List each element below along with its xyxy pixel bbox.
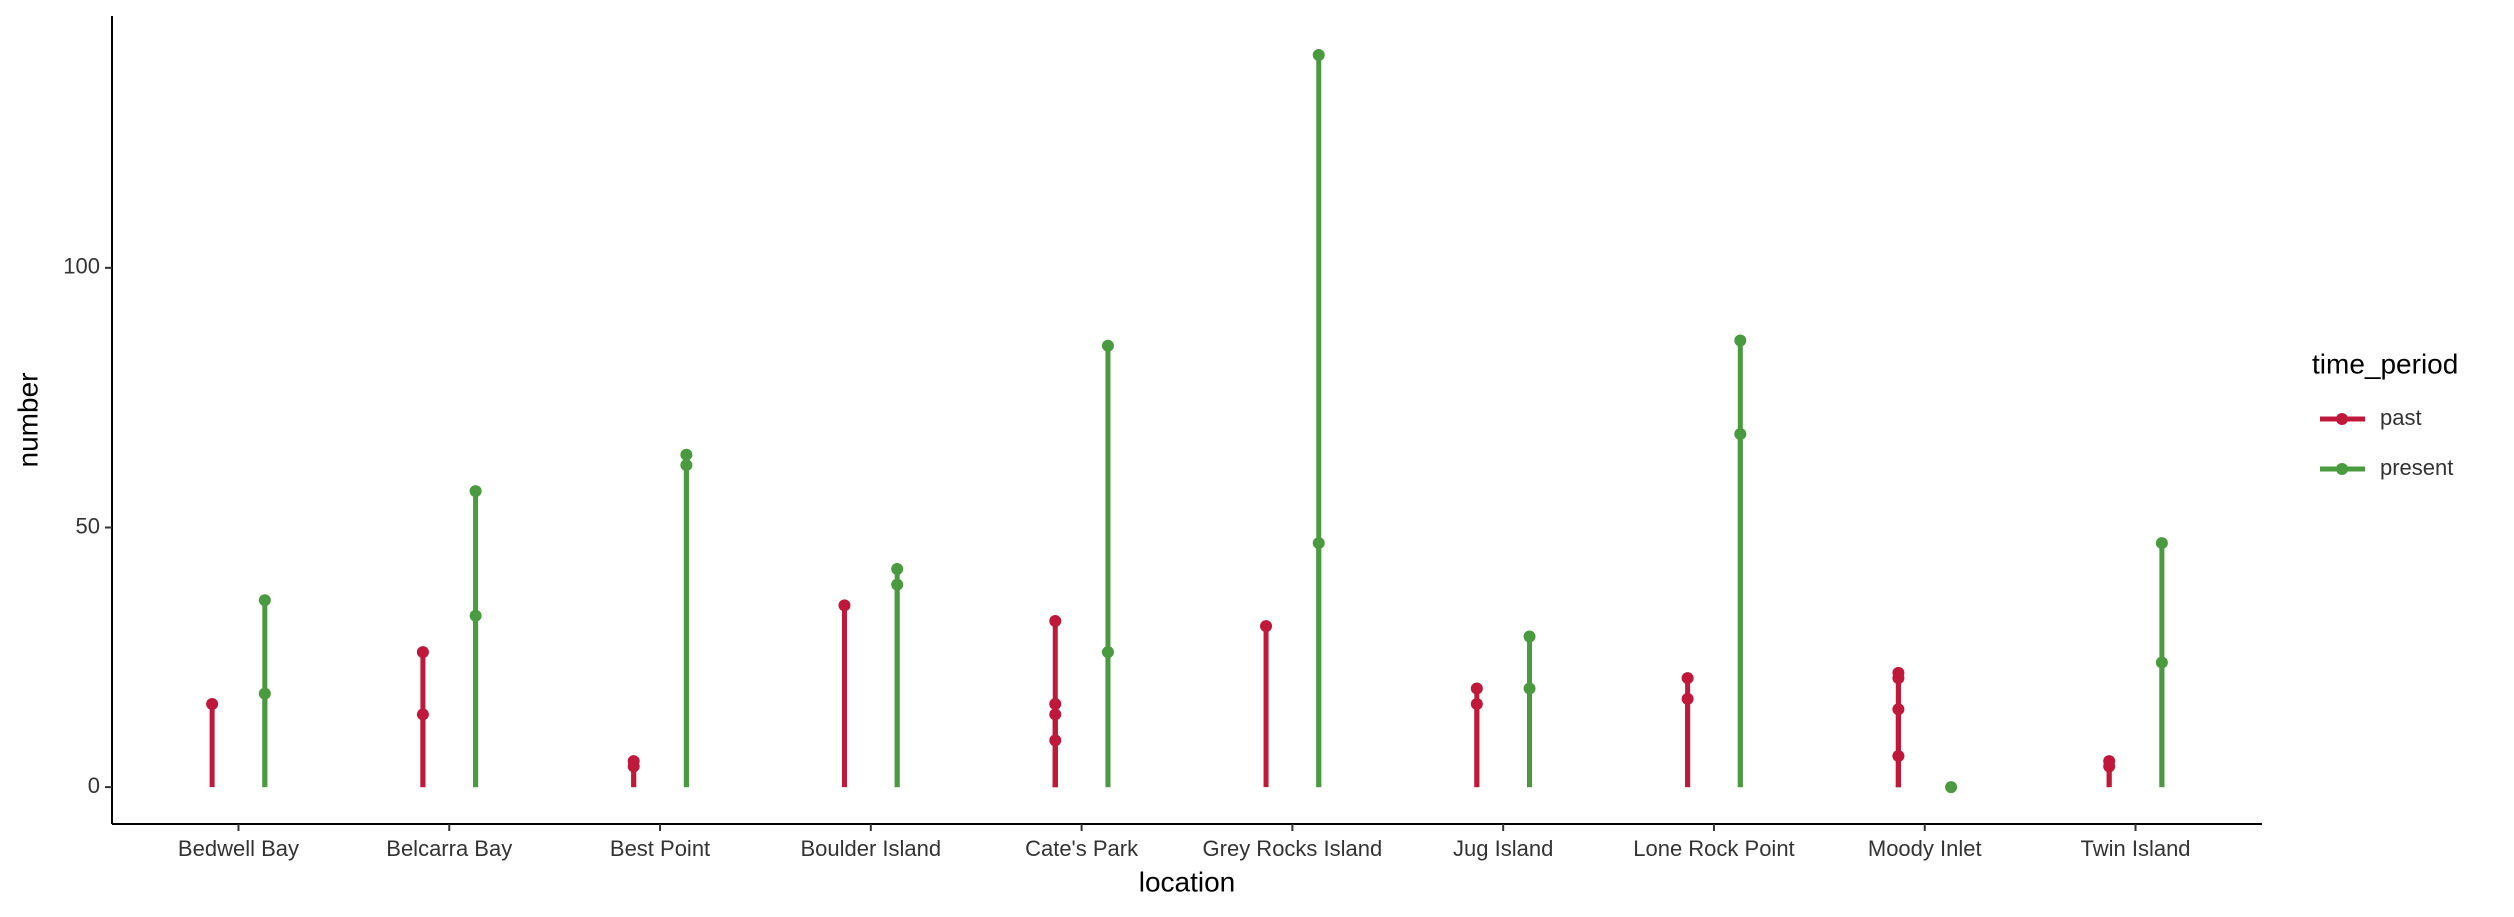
point	[838, 599, 851, 612]
point	[891, 578, 904, 591]
point	[416, 708, 429, 721]
x-tick-label: Belcarra Bay	[386, 836, 512, 861]
point	[1049, 708, 1062, 721]
point	[680, 459, 693, 472]
legend-title: time_period	[2312, 348, 2458, 379]
legend-key-point	[2336, 463, 2348, 475]
point	[1049, 698, 1062, 711]
point	[1892, 672, 1905, 685]
point	[2103, 760, 2116, 773]
x-tick-label: Best Point	[610, 836, 710, 861]
point	[891, 563, 904, 576]
point	[2155, 537, 2168, 550]
point	[1681, 672, 1694, 685]
x-tick-label: Cate's Park	[1025, 836, 1139, 861]
y-tick-label: 100	[63, 254, 100, 279]
point	[1523, 630, 1536, 643]
point	[1892, 749, 1905, 762]
x-tick-label: Boulder Island	[800, 836, 941, 861]
point	[1049, 614, 1062, 627]
point	[1049, 734, 1062, 747]
point	[1945, 781, 1958, 794]
legend-label: past	[2380, 405, 2422, 430]
point	[416, 646, 429, 659]
point	[680, 448, 693, 461]
point	[469, 609, 482, 622]
legend-key-point	[2336, 413, 2348, 425]
y-tick-label: 50	[76, 513, 100, 538]
point	[1260, 620, 1273, 633]
point	[258, 687, 271, 700]
point	[1734, 334, 1747, 347]
point	[1523, 682, 1536, 695]
point	[206, 698, 219, 711]
point	[469, 485, 482, 498]
point	[1101, 339, 1114, 352]
x-tick-label: Lone Rock Point	[1633, 836, 1794, 861]
point	[2155, 656, 2168, 669]
x-tick-label: Grey Rocks Island	[1203, 836, 1383, 861]
point	[1681, 692, 1694, 705]
point	[1892, 703, 1905, 716]
x-axis-title: location	[1139, 866, 1236, 897]
x-tick-label: Jug Island	[1453, 836, 1553, 861]
point	[1312, 537, 1325, 550]
x-tick-label: Twin Island	[2080, 836, 2190, 861]
point	[1101, 646, 1114, 659]
x-tick-label: Bedwell Bay	[178, 836, 299, 861]
point	[1470, 698, 1483, 711]
x-tick-label: Moody Inlet	[1868, 836, 1982, 861]
point	[258, 594, 271, 607]
point	[1734, 428, 1747, 441]
y-axis-title: number	[12, 373, 43, 468]
legend-label: present	[2380, 455, 2453, 480]
point	[627, 760, 640, 773]
point	[1470, 682, 1483, 695]
point	[1312, 48, 1325, 61]
y-tick-label: 0	[88, 773, 100, 798]
